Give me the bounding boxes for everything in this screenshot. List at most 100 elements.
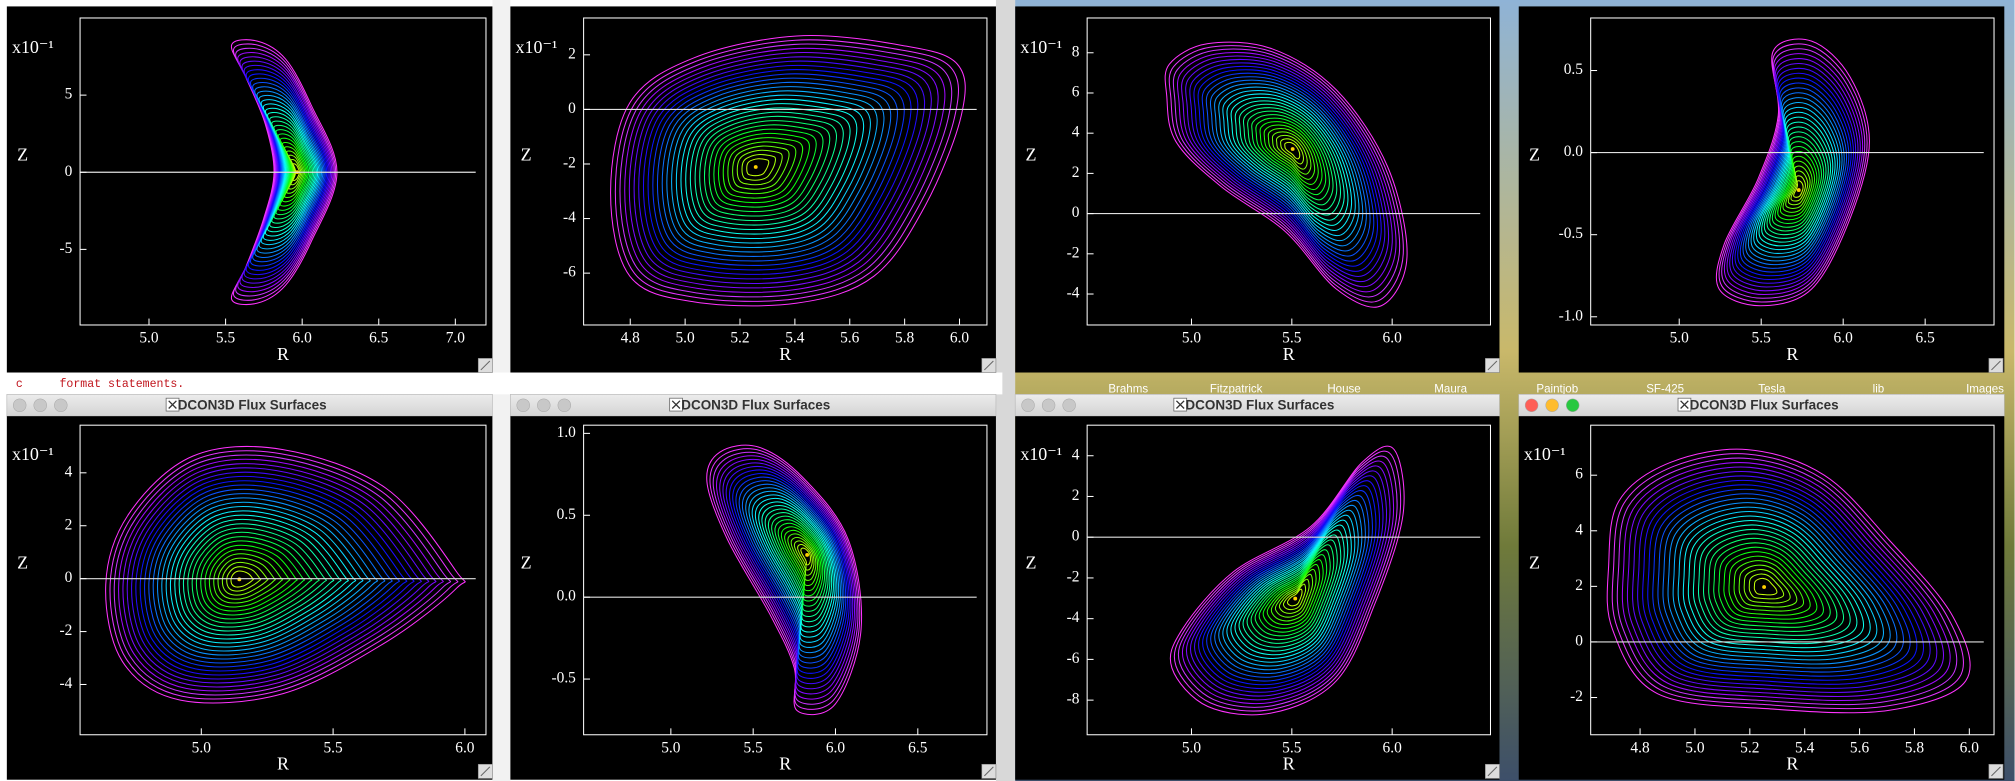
y-tick-label: 4 xyxy=(1072,446,1080,463)
window-button[interactable] xyxy=(516,398,530,412)
flux-surface xyxy=(1733,560,1805,612)
flux-surface xyxy=(661,81,892,257)
flux-surface xyxy=(230,39,338,306)
flux-surface xyxy=(122,463,437,688)
flux-surface xyxy=(113,454,452,696)
y-tick-label: -2 xyxy=(1067,244,1080,261)
flux-surface xyxy=(250,77,326,267)
flux-surface xyxy=(1255,117,1327,196)
flux-surface xyxy=(1197,69,1378,267)
window-button[interactable] xyxy=(1524,398,1539,412)
flux-surface xyxy=(109,450,459,700)
resize-grip-mark xyxy=(984,766,994,777)
flux-surface xyxy=(1637,475,1931,689)
flux-surface xyxy=(1242,534,1342,648)
flux-surface xyxy=(1721,48,1866,299)
flux-surface xyxy=(1753,577,1778,596)
flux-surface xyxy=(1197,480,1380,689)
flux-surface xyxy=(260,99,320,246)
flux-surface xyxy=(1274,573,1314,618)
y-tick-label: -8 xyxy=(1067,691,1080,708)
flux-surface xyxy=(1750,102,1841,258)
flux-surface xyxy=(1713,542,1831,628)
plot-frame xyxy=(1590,17,1995,326)
flux-surface xyxy=(290,159,302,186)
dock-label[interactable]: House xyxy=(1327,383,1360,395)
flux-surface xyxy=(774,519,826,607)
y-tick-label: 0 xyxy=(1072,528,1080,545)
x-tick-label: 5.0 xyxy=(661,739,681,756)
x11-icon-mark xyxy=(1175,400,1185,409)
flux-surface xyxy=(1753,106,1838,254)
flux-surface xyxy=(131,471,422,680)
window-body xyxy=(1015,416,1500,780)
y-tick-label: 0.0 xyxy=(557,588,577,605)
flux-surface xyxy=(614,39,959,302)
y-tick-label: -2 xyxy=(1570,688,1583,705)
flux-surface xyxy=(275,129,311,216)
dock-label[interactable]: Tesla xyxy=(1758,383,1786,395)
window-button[interactable] xyxy=(1021,398,1035,412)
x-tick-label: 5.8 xyxy=(895,330,915,347)
flux-surface xyxy=(771,515,827,612)
flux-surface xyxy=(226,566,262,592)
flux-surface xyxy=(256,90,323,254)
window-title: DCON3D Flux Surfaces xyxy=(1690,397,1839,412)
flux-surface xyxy=(1230,96,1349,226)
y-tick-label: 2 xyxy=(568,45,576,62)
dock-label[interactable]: Fitzpatrick xyxy=(1210,383,1263,395)
flux-surface xyxy=(754,497,836,638)
flux-surface xyxy=(666,86,885,253)
dock-label[interactable]: SF-425 xyxy=(1646,383,1684,395)
window-button[interactable] xyxy=(557,398,572,412)
x-tick-label: 5.6 xyxy=(840,330,860,347)
dock-label[interactable]: lib xyxy=(1873,383,1885,395)
flux-surface xyxy=(288,154,303,190)
plot-frame xyxy=(583,17,988,326)
window-button[interactable] xyxy=(13,398,27,412)
y-tick-label: 4 xyxy=(1575,521,1583,538)
flux-surface xyxy=(269,116,315,228)
flux-surface xyxy=(1647,484,1918,681)
resize-grip-mark xyxy=(1991,360,2001,371)
dock-label[interactable]: Maura xyxy=(1434,383,1467,395)
flux-surface xyxy=(1793,180,1804,198)
x-tick-label: 6.0 xyxy=(1960,739,1980,756)
y-multiplier: x10⁻¹ xyxy=(516,37,558,57)
window-button[interactable] xyxy=(1062,398,1076,412)
window-button[interactable] xyxy=(54,398,68,412)
flux-surface xyxy=(165,506,364,648)
flux-surface xyxy=(1703,533,1845,637)
window-button[interactable] xyxy=(537,398,551,412)
flux-surface xyxy=(735,476,847,669)
x-tick-label: 6.0 xyxy=(293,330,313,347)
flux-surface xyxy=(1728,555,1811,616)
x-axis-label: R xyxy=(277,754,289,774)
flux-surface xyxy=(1246,539,1338,644)
window-button[interactable] xyxy=(1545,398,1559,412)
y-axis-label: Z xyxy=(1529,553,1540,573)
flux-surface xyxy=(1739,82,1850,273)
window-button[interactable] xyxy=(1566,398,1580,412)
magnetic-axis xyxy=(1762,585,1767,589)
flux-surface xyxy=(790,536,817,581)
y-multiplier: x10⁻¹ xyxy=(1020,37,1062,57)
window-button[interactable] xyxy=(1041,398,1056,412)
flux-surface xyxy=(1718,546,1825,624)
flux-surface xyxy=(1263,124,1319,185)
flux-surface xyxy=(1234,524,1349,656)
dock-label[interactable]: Paintjob xyxy=(1536,383,1578,395)
plot-frame xyxy=(583,424,988,736)
dock-label[interactable]: Images xyxy=(1966,383,2004,395)
window-button[interactable] xyxy=(33,398,47,412)
x-axis-label: R xyxy=(1283,754,1295,774)
flux-surface xyxy=(161,501,371,652)
dock-label[interactable]: Brahms xyxy=(1108,383,1148,395)
flux-surface xyxy=(633,56,932,284)
flux-surface xyxy=(671,90,878,248)
flux-surface xyxy=(1282,583,1307,611)
flux-surface xyxy=(610,35,966,307)
x-tick-label: 4.8 xyxy=(621,330,641,347)
resize-grip-mark xyxy=(1487,766,1498,777)
